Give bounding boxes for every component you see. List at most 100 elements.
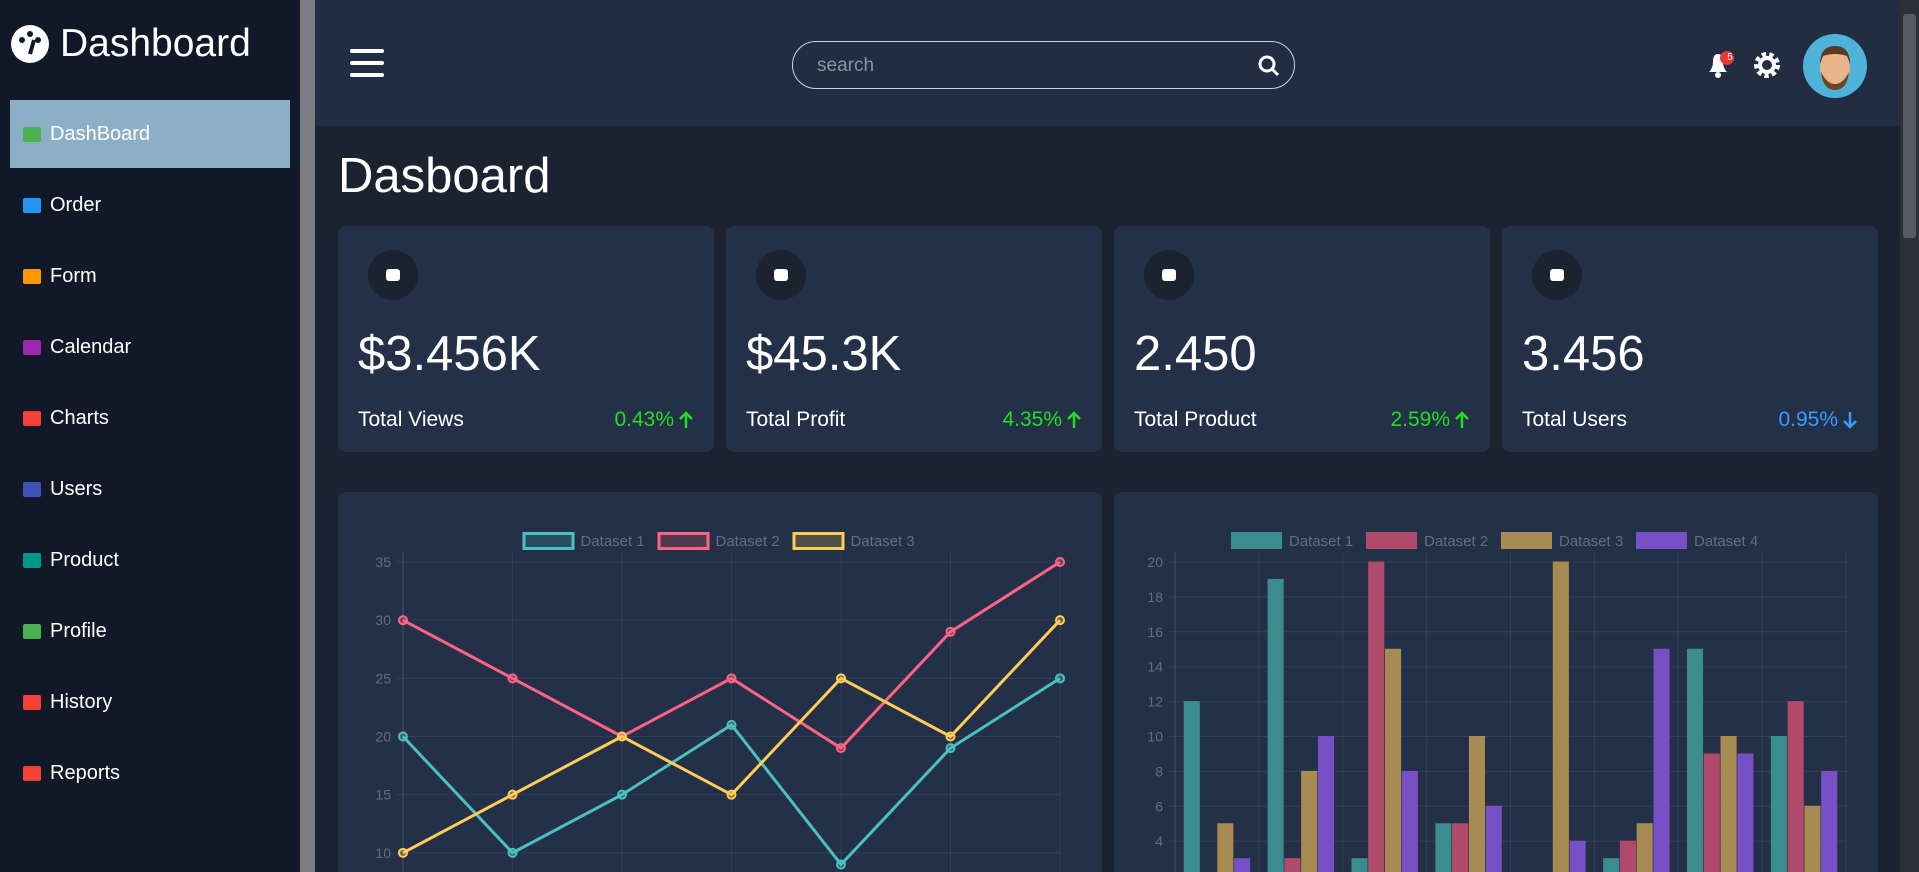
scroll-thumb[interactable] (1903, 14, 1916, 238)
icon-shape (23, 198, 41, 213)
point (398, 615, 408, 626)
notification-count: 5 (1727, 52, 1733, 63)
series-line (402, 619, 1062, 855)
card-label: Total Product (1134, 408, 1257, 431)
settings[interactable] (1752, 50, 1782, 80)
bar (1368, 561, 1385, 872)
menu-item[interactable]: DashBoard (10, 100, 290, 168)
bar (1401, 770, 1418, 872)
brand-name: Dashboard (60, 22, 251, 65)
search-icon[interactable] (1258, 55, 1280, 77)
avatar[interactable] (1803, 34, 1867, 98)
card-icon (1144, 250, 1194, 300)
icon-shape (23, 411, 41, 426)
legend-swatch (1501, 532, 1552, 549)
change-value: 0.43% (614, 408, 674, 431)
icon-shape (23, 340, 41, 355)
point (945, 743, 956, 754)
notification-bell[interactable] (1705, 50, 1735, 80)
y-tick-label: 6 (1155, 798, 1163, 814)
menu-icon (23, 198, 41, 213)
search-box[interactable]: search (792, 41, 1295, 89)
menu-item[interactable]: Users (10, 455, 290, 523)
series-line (401, 677, 1061, 867)
card-label: Total Users (1522, 408, 1628, 431)
legend-label: Dataset 2 (716, 533, 780, 550)
icon (1550, 269, 1564, 281)
menu-icon (23, 553, 41, 568)
legend-label: Dataset 1 (581, 533, 645, 550)
chart: Dataset 1 Dataset 2 Dataset 3 Dataset 4 4 6 8 1… (1147, 532, 1847, 872)
bar (1653, 648, 1670, 872)
bar (1603, 858, 1620, 872)
menu-item[interactable]: Order (10, 171, 290, 239)
sidebar: Dashboard DashBoard Order Form Calendar Char… (0, 0, 300, 872)
arrow (1455, 411, 1469, 428)
icon-shape (23, 553, 41, 568)
bar (1351, 858, 1368, 872)
y-tick-label: 35 (375, 554, 391, 570)
icon (774, 269, 788, 281)
menu-icon (23, 127, 41, 142)
point (617, 789, 627, 800)
menu-item[interactable]: Form (10, 242, 290, 310)
change-value: 4.35% (1002, 408, 1062, 431)
menu-item[interactable]: Charts (10, 384, 290, 452)
legend-swatch (1231, 532, 1282, 549)
stat-card: $3.456K Total Views 0.43% (338, 226, 714, 452)
menu-item[interactable]: History (10, 668, 290, 736)
arrow (679, 411, 693, 428)
brand[interactable]: Dashboard (10, 22, 251, 66)
menu-icon (23, 340, 41, 355)
card-change: 4.35% (1002, 408, 1082, 432)
menu-item[interactable]: Calendar (10, 313, 290, 381)
card-change: 0.95% (1778, 408, 1858, 432)
bar (1435, 823, 1452, 872)
menu-icon (23, 482, 41, 497)
legend-swatch (1636, 532, 1687, 549)
bar (1267, 578, 1284, 872)
menu-label: Order (50, 193, 102, 216)
point (945, 731, 956, 742)
arrow (1067, 411, 1081, 428)
y-tick-label: 10 (1147, 729, 1163, 745)
point (507, 847, 518, 858)
icon-shape (23, 624, 41, 639)
point (1055, 673, 1065, 684)
menu-label: Calendar (50, 335, 132, 358)
y-tick-label: 30 (375, 612, 391, 628)
menu-label: Product (50, 548, 119, 571)
y-tick-label: 25 (375, 670, 391, 686)
menu-icon (23, 766, 41, 781)
icon-shape (386, 269, 400, 281)
bar (1636, 823, 1653, 872)
y-tick-label: 20 (1147, 554, 1163, 570)
y-tick-label: 8 (1155, 763, 1163, 779)
icon-shape (23, 695, 41, 710)
menu-item[interactable]: Profile (10, 597, 290, 665)
menu-item[interactable]: Product (10, 526, 290, 594)
page-title: Dasboard (338, 149, 551, 203)
bar (1317, 736, 1335, 872)
legend-swatch (657, 532, 710, 550)
bar (1821, 770, 1838, 872)
stat-card: 2.450 Total Product 2.59% (1114, 226, 1490, 452)
menu-label: Profile (50, 619, 107, 642)
bar (1183, 701, 1200, 872)
point (1055, 615, 1065, 626)
card-value: 2.450 (1134, 327, 1257, 381)
menu-toggle[interactable] (350, 49, 384, 79)
bar (1217, 823, 1234, 872)
card-change: 2.59% (1390, 408, 1470, 432)
legend-label: Dataset 4 (1694, 533, 1758, 550)
menu-item[interactable]: Reports (10, 739, 290, 807)
bar (1720, 736, 1737, 872)
arrow (1843, 412, 1857, 429)
y-tick-label: 18 (1147, 589, 1163, 605)
point (836, 859, 846, 870)
point (726, 789, 737, 800)
icon (386, 269, 400, 281)
bar (1619, 840, 1636, 872)
bar (1284, 858, 1301, 872)
bar (1234, 858, 1251, 872)
